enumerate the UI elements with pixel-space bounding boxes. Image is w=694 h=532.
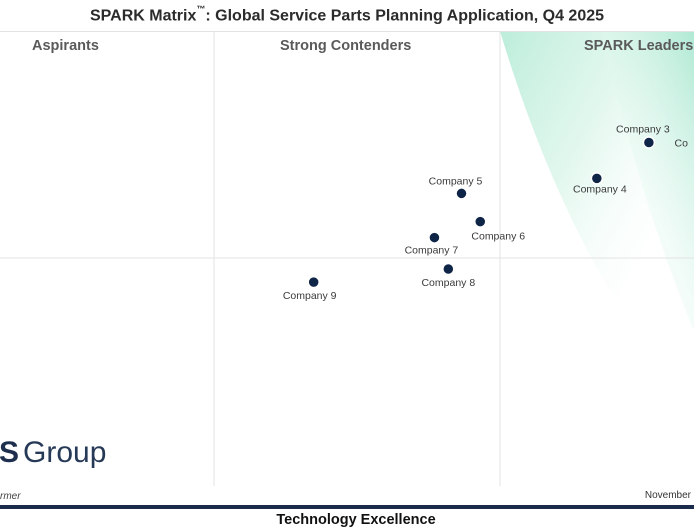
data-point-marker <box>455 187 468 200</box>
data-point-7: Company 8 <box>421 262 475 289</box>
data-point-5: Company 6 <box>471 215 525 243</box>
data-point-marker <box>442 262 455 276</box>
spark-matrix-plot: Company 3 Co Company 4 Company 5 Company 6 Co… <box>0 31 694 486</box>
data-point-label: Company 6 <box>471 231 525 243</box>
data-point-label: Company 7 <box>405 245 459 257</box>
data-point-2: Co <box>675 137 689 149</box>
data-point-marker <box>428 231 441 244</box>
x-axis-label: Technology Excellence <box>276 512 436 528</box>
logo-word: Group <box>23 436 107 469</box>
trademark-mark: ™ <box>196 4 206 14</box>
data-point-label: Company 4 <box>573 183 627 195</box>
data-point-6: Company 7 <box>405 231 459 257</box>
data-point-label: Co <box>675 137 689 149</box>
data-point-3: Company 4 <box>573 172 627 195</box>
quadrant-label-strong-contenders: Strong Contenders <box>280 38 412 54</box>
data-point-8: Company 9 <box>283 275 337 302</box>
data-point-label: Company 9 <box>283 290 337 302</box>
data-point-marker <box>642 136 656 149</box>
footer-left-text: rmer <box>0 491 21 502</box>
title-main: SPARK Matrix <box>89 7 197 25</box>
data-point-label: Company 3 <box>616 123 670 135</box>
data-points: Company 3 Co Company 4 Company 5 Company 6 Co… <box>283 123 688 302</box>
quadrant-label-aspirants: Aspirants <box>32 38 99 54</box>
data-point-marker <box>473 215 487 228</box>
title-rest: : Global Service Parts Planning Applicat… <box>205 7 605 25</box>
logo-letter: S <box>0 436 20 469</box>
data-point-label: Company 8 <box>421 277 475 289</box>
quadrant-label-leaders: SPARK Leaders <box>584 38 694 54</box>
data-point-marker <box>307 275 320 289</box>
leader-zone-glow <box>600 31 694 331</box>
data-point-label: Company 5 <box>429 175 483 187</box>
bottom-bar <box>0 505 694 509</box>
data-point-4: Company 5 <box>429 175 483 200</box>
footer-right-text: November <box>644 490 691 501</box>
chart-title: SPARK Matrix™: Global Service Parts Plan… <box>0 4 694 25</box>
grid-lines <box>0 31 694 486</box>
data-point-marker <box>590 172 604 185</box>
brand-logo: S Group <box>0 436 106 470</box>
data-point-1: Company 3 <box>616 123 670 149</box>
